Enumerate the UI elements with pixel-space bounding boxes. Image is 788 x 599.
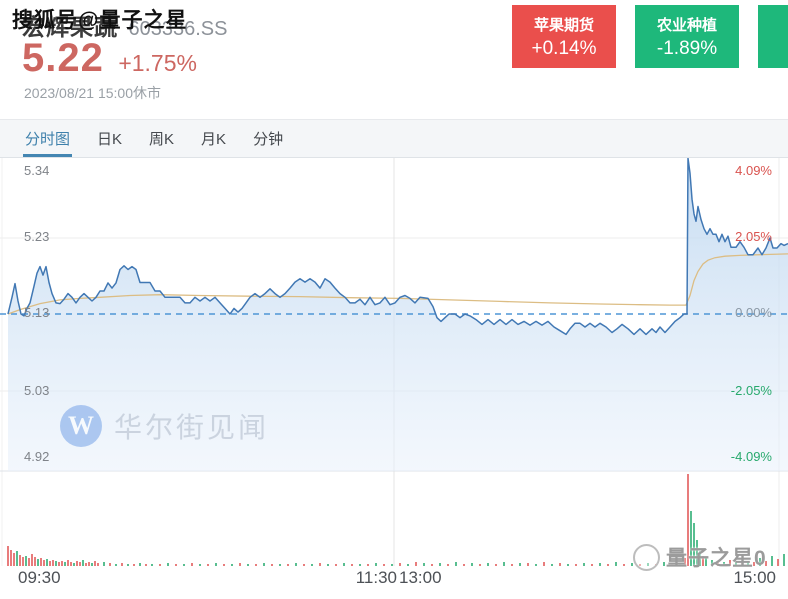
sector-change: +0.14% (531, 37, 597, 59)
chart-tabbar: 分时图 日K 周K 月K 分钟 (0, 119, 788, 158)
y-axis-price-label: 5.13 (24, 305, 50, 320)
intraday-chart: 5.34 5.23 5.13 5.03 4.92 4.09% 2.05% 0.0… (0, 158, 788, 599)
header: 宏辉果蔬 603336.SS 搜狐号@量子之星 5.22 +1.75% 2023… (0, 0, 788, 118)
sector-chip-agriculture[interactable]: 农业种植 -1.89% (635, 5, 739, 68)
price-volume-plot[interactable] (0, 158, 788, 599)
y-axis-price-label: 5.03 (24, 383, 50, 398)
y-axis-percent-label: 4.09% (735, 163, 772, 178)
tab-intraday[interactable]: 分时图 (22, 120, 73, 157)
last-price: 5.22 (22, 36, 104, 80)
y-axis-percent-label: 0.00% (735, 305, 772, 320)
price-row: 5.22 +1.75% (22, 36, 197, 81)
tab-daily-k[interactable]: 日K (97, 131, 123, 148)
time-tick: 13:00 (399, 568, 442, 587)
y-axis-price-label: 4.92 (24, 449, 50, 464)
sector-chip-apple-futures[interactable]: 苹果期货 +0.14% (512, 5, 616, 68)
stock-name: 宏辉果蔬 (22, 14, 118, 40)
y-axis-percent-label: 2.05% (735, 229, 772, 244)
quote-datetime: 2023/08/21 15:00休市 (24, 85, 161, 101)
sector-chips: 苹果期货 +0.14% 农业种植 -1.89% (512, 5, 788, 68)
time-tick: 11:30 (355, 568, 397, 587)
sector-chip-partial[interactable] (758, 5, 788, 68)
y-axis-percent-label: -4.09% (730, 449, 772, 464)
time-axis: 09:30 11:30 13:00 15:00 (0, 568, 788, 594)
stock-code: 603336.SS (128, 18, 228, 40)
sector-name: 农业种植 (656, 16, 717, 34)
time-tick: 09:30 (18, 568, 61, 587)
y-axis-percent-label: -2.05% (730, 383, 772, 398)
stock-title: 宏辉果蔬 603336.SS (22, 8, 227, 42)
tab-minute[interactable]: 分钟 (253, 131, 284, 148)
sohu-watermark: 搜狐号@量子之星 (12, 9, 188, 32)
tab-weekly-k[interactable]: 周K (149, 131, 175, 148)
y-axis-price-label: 5.23 (24, 229, 50, 244)
sector-change: -1.89% (656, 37, 718, 59)
tab-monthly-k[interactable]: 月K (201, 131, 227, 148)
y-axis-price-label: 5.34 (24, 163, 50, 178)
time-tick: 15:00 (733, 568, 776, 587)
sector-name: 苹果期货 (533, 16, 594, 34)
price-change-percent: +1.75% (118, 50, 197, 76)
